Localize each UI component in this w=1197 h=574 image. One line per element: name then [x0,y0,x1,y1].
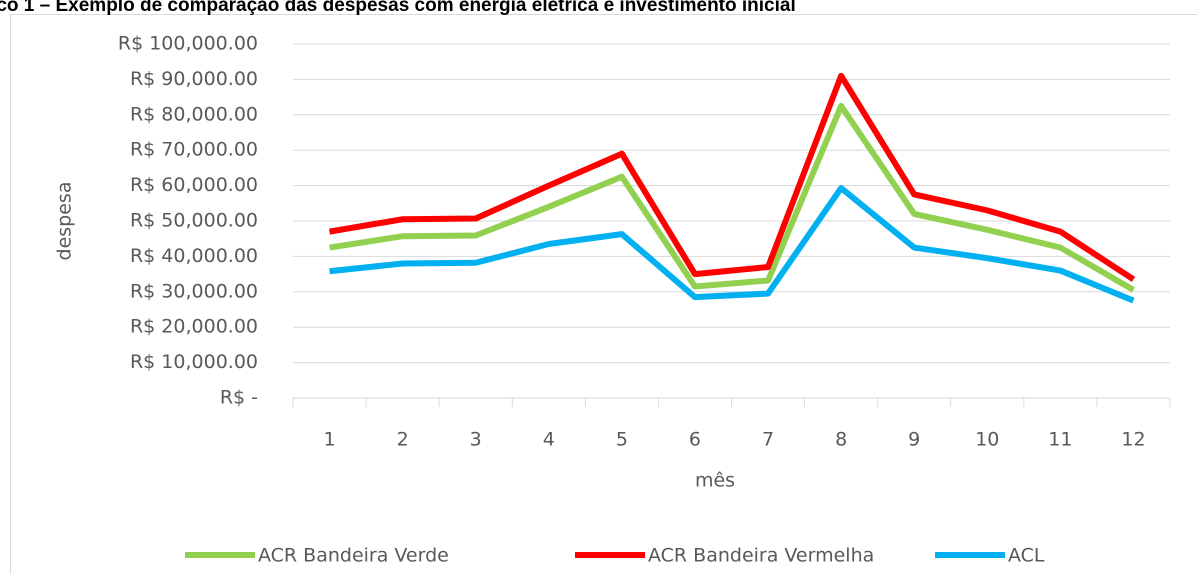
x-tick-label: 8 [835,429,847,451]
x-tick-label: 10 [975,429,999,451]
y-tick-label: R$ 40,000.00 [130,245,258,267]
y-tick-label: R$ 70,000.00 [130,139,258,161]
x-tick-label: 2 [397,429,409,451]
x-tick-label: 3 [470,429,482,451]
series-line [329,102,1135,293]
x-axis-label: mês [695,470,735,492]
y-tick-label: R$ 50,000.00 [130,210,258,232]
legend-label: ACR Bandeira Vermelha [648,545,874,567]
x-tick-label: 9 [908,429,920,451]
y-tick-label: R$ 100,000.00 [118,33,258,55]
x-tick-label: 1 [323,429,335,451]
x-tick-label: 7 [762,429,774,451]
x-tick-label: 12 [1121,429,1145,451]
y-axis-label: despesa [54,182,76,261]
y-tick-label: R$ 10,000.00 [130,351,258,373]
y-tick-label: R$ 60,000.00 [130,174,258,196]
y-tick-label: R$ - [220,387,258,409]
series-line [329,185,1135,304]
chart-title: Gráfico 1 – Exemplo de comparação das de… [0,0,796,16]
legend-label: ACL [1008,545,1045,567]
x-tick-label: 4 [543,429,555,451]
legend-label: ACR Bandeira Verde [258,545,449,567]
y-tick-label: R$ 90,000.00 [130,68,258,90]
chart-frame [10,14,1197,574]
x-tick-label: 11 [1048,429,1072,451]
y-tick-label: R$ 80,000.00 [130,103,258,125]
y-tick-label: R$ 30,000.00 [130,280,258,302]
series-line [329,72,1136,282]
x-tick-label: 6 [689,429,701,451]
y-tick-label: R$ 20,000.00 [130,316,258,338]
x-tick-label: 5 [616,429,628,451]
